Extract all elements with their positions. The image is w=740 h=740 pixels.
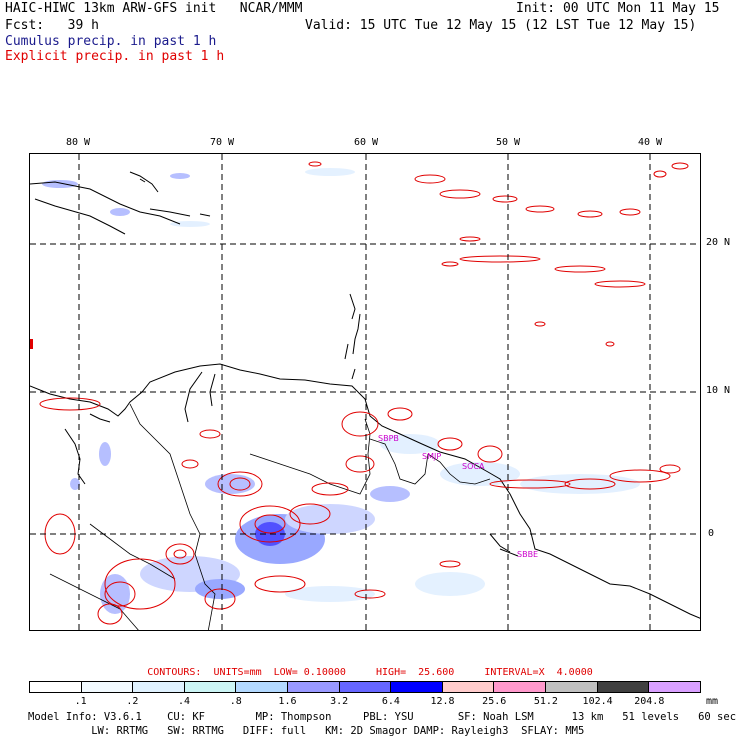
colorbar-units: mm <box>706 696 719 707</box>
colorbar-tick-label: .2 <box>126 696 139 707</box>
init-time: Init: 00 UTC Mon 11 May 15 <box>516 1 720 16</box>
explicit-legend: Explicit precip. in past 1 h <box>5 49 225 64</box>
coastlines <box>30 171 700 619</box>
model-title: HAIC-HIWC 13km ARW-GFS init NCAR/MMM <box>5 1 303 16</box>
colorbar-segment <box>236 682 289 692</box>
colorbar-segment <box>30 682 82 692</box>
explicit-precip-contours <box>39 161 689 625</box>
model-info-line1: Model Info: V3.6.1 CU: KF MP: Thompson P… <box>28 711 737 723</box>
colorbar-segment <box>184 682 237 692</box>
forecast-hour: Fcst: 39 h <box>5 18 99 33</box>
colorbar-tick-label: .8 <box>229 696 242 707</box>
colorbar-tick-label: 204.8 <box>634 696 665 707</box>
colorbar-segment <box>442 682 495 692</box>
colorbar-segment <box>133 682 185 692</box>
colorbar-segment <box>546 682 598 692</box>
colorbar-segment <box>494 682 547 692</box>
colorbar-tick-label: 3.2 <box>330 696 349 707</box>
lon-label: 50 W <box>496 137 521 148</box>
lon-label: 70 W <box>210 137 235 148</box>
colorbar-segment <box>288 682 340 692</box>
model-info-line2: LW: RRTMG SW: RRTMG DIFF: full KM: 2D Sm… <box>28 725 585 737</box>
lat-label: 10 N <box>706 385 731 396</box>
colorbar-tick-label: .1 <box>74 696 87 707</box>
colorbar-tick-label: 51.2 <box>533 696 558 707</box>
colorbar <box>29 681 701 693</box>
station-label-soca: SOCA <box>462 462 485 471</box>
colorbar-tick-label: 1.6 <box>278 696 297 707</box>
lat-label: 0 <box>708 528 715 539</box>
colorbar-segment <box>81 682 134 692</box>
colorbar-tick-label: .4 <box>178 696 191 707</box>
colorbar-tick-label: 102.4 <box>582 696 613 707</box>
station-label-sbpb: SBPB <box>378 434 399 443</box>
graticule <box>30 154 700 630</box>
edge-marker <box>30 339 33 349</box>
cumulus-legend: Cumulus precip. in past 1 h <box>5 34 217 49</box>
lon-label: 80 W <box>66 137 91 148</box>
colorbar-segment <box>339 682 392 692</box>
colorbar-tick-label: 6.4 <box>381 696 400 707</box>
lat-label: 20 N <box>706 237 731 248</box>
station-label-smjp: SMJP <box>422 452 441 461</box>
contours-info: CONTOURS: UNITS=mm LOW= 0.10000 HIGH= 25… <box>147 667 593 678</box>
colorbar-segment <box>649 682 700 692</box>
map-canvas: SBPB SMJP SOCA SBBE <box>30 154 700 630</box>
lon-label: 60 W <box>354 137 379 148</box>
station-label-sbbe: SBBE <box>517 550 538 559</box>
colorbar-tick-label: 12.8 <box>430 696 455 707</box>
colorbar-segment <box>597 682 650 692</box>
cumulus-precip-shading <box>42 168 640 614</box>
precipitation-map: SBPB SMJP SOCA SBBE <box>29 153 701 631</box>
colorbar-segment <box>391 682 443 692</box>
lon-label: 40 W <box>638 137 663 148</box>
valid-time: Valid: 15 UTC Tue 12 May 15 (12 LST Tue … <box>305 18 697 33</box>
colorbar-tick-label: 25.6 <box>482 696 507 707</box>
